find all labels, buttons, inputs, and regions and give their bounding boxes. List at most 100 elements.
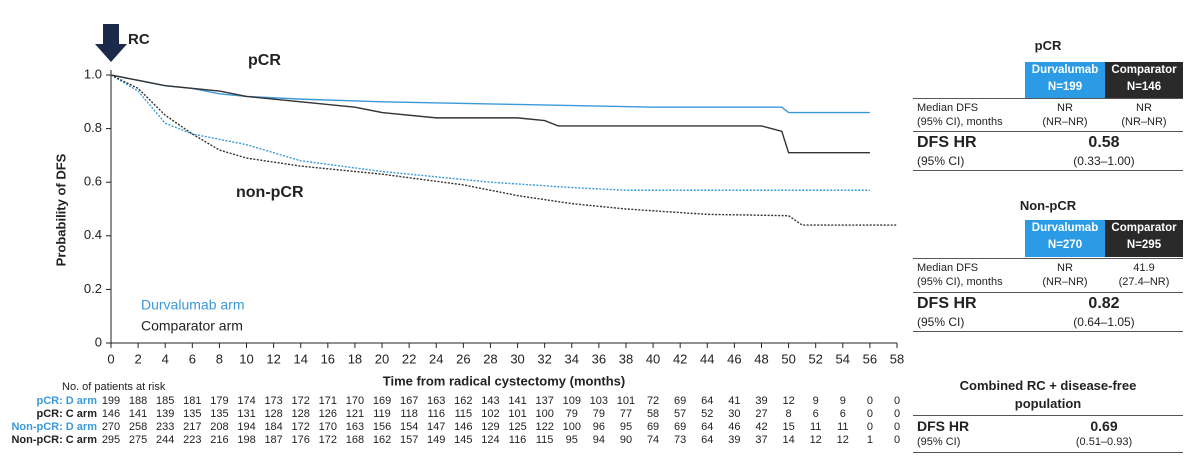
- at-risk-count: 184: [264, 421, 282, 433]
- hr-value: 0.82: [1088, 295, 1120, 312]
- at-risk-count: 27: [755, 408, 767, 420]
- col-text: Durvalumab: [1031, 64, 1099, 76]
- x-tick-label: 40: [646, 351, 660, 366]
- col-text: N=146: [1126, 81, 1162, 93]
- rule: [913, 331, 1183, 332]
- at-risk-count: 8: [786, 408, 792, 420]
- x-tick-label: 48: [754, 351, 768, 366]
- at-risk-count: 128: [264, 408, 282, 420]
- at-risk-count: 216: [210, 434, 228, 446]
- at-risk-count: 94: [593, 434, 605, 446]
- col-header: Durvalumab N=270: [1025, 220, 1105, 257]
- col-header: Comparator N=146: [1105, 62, 1183, 98]
- hr-value: 0.58: [1088, 134, 1120, 151]
- at-risk-count: 170: [346, 395, 364, 407]
- at-risk-count: 295: [102, 434, 120, 446]
- at-risk-count: 1: [867, 434, 873, 446]
- hr-label: DFS HR: [917, 295, 977, 312]
- km-curve: [110, 74, 870, 154]
- pcr-label: pCR: [248, 52, 281, 69]
- at-risk-count: 162: [373, 434, 391, 446]
- rule: [913, 292, 1183, 293]
- at-risk-count: 116: [427, 408, 445, 420]
- at-risk-count: 181: [183, 395, 201, 407]
- at-risk-count: 30: [728, 408, 740, 420]
- y-axis-title: Probability of DFS: [53, 153, 68, 266]
- x-tick-label: 54: [836, 351, 850, 366]
- km-curve: [110, 74, 870, 114]
- legend-entry: Comparator arm: [141, 318, 243, 334]
- x-tick-label: 58: [890, 351, 904, 366]
- at-risk-count: 145: [454, 434, 472, 446]
- at-risk-count: 163: [427, 395, 445, 407]
- at-risk-count: 0: [867, 421, 873, 433]
- col-text: N=270: [1047, 239, 1083, 251]
- x-tick-label: 36: [592, 351, 606, 366]
- at-risk-count: 12: [782, 395, 794, 407]
- at-risk-count: 0: [867, 395, 873, 407]
- col-text: N=199: [1047, 81, 1083, 93]
- at-risk-label: Non-pCR: D arm: [11, 421, 97, 433]
- at-risk-count: 52: [701, 408, 713, 420]
- at-risk-count: 176: [292, 434, 310, 446]
- at-risk-count: 79: [593, 408, 605, 420]
- at-risk-count: 100: [535, 408, 553, 420]
- rule: [913, 258, 1183, 259]
- at-risk-count: 72: [647, 395, 659, 407]
- y-tick-label: 0.4: [84, 227, 102, 242]
- rule: [913, 415, 1183, 416]
- x-tick-label: 14: [293, 351, 307, 366]
- at-risk-count: 244: [156, 434, 174, 446]
- at-risk-count: 128: [292, 408, 310, 420]
- x-tick-label: 2: [134, 351, 141, 366]
- rule: [913, 452, 1183, 453]
- x-tick-label: 22: [402, 351, 416, 366]
- x-tick-label: 50: [781, 351, 795, 366]
- at-risk-count: 147: [427, 421, 445, 433]
- at-risk-count: 39: [755, 395, 767, 407]
- at-risk-count: 141: [508, 395, 526, 407]
- at-risk-count: 146: [454, 421, 472, 433]
- rule: [913, 98, 1183, 99]
- t: (95% CI), months: [917, 116, 1003, 128]
- at-risk-label: Non-pCR: C arm: [11, 434, 97, 446]
- cell: NR (NR–NR): [1025, 261, 1105, 289]
- at-risk-count: 12: [837, 434, 849, 446]
- cell: NR (NR–NR): [1025, 101, 1105, 129]
- at-risk-count: 74: [647, 434, 659, 446]
- at-risk-count: 156: [373, 421, 391, 433]
- x-axis-title: Time from radical cystectomy (months): [383, 373, 626, 388]
- x-tick-label: 32: [537, 351, 551, 366]
- at-risk-count: 115: [455, 408, 473, 420]
- at-risk-count: 125: [508, 421, 526, 433]
- at-risk-count: 121: [346, 408, 364, 420]
- at-risk-count: 12: [810, 434, 822, 446]
- ci-value: (0.64–1.05): [1073, 315, 1135, 329]
- t: (NR–NR): [1121, 116, 1167, 128]
- at-risk-count: 169: [373, 395, 391, 407]
- at-risk-count: 131: [237, 408, 255, 420]
- at-risk-count: 100: [563, 421, 581, 433]
- at-risk-count: 172: [319, 434, 337, 446]
- x-tick-label: 46: [727, 351, 741, 366]
- at-risk-count: 64: [701, 434, 713, 446]
- ci-value: (0.33–1.00): [1073, 154, 1135, 168]
- x-tick-label: 24: [429, 351, 443, 366]
- at-risk-count: 141: [129, 408, 147, 420]
- panel-title: pCR: [1034, 38, 1062, 53]
- at-risk-count: 187: [264, 434, 282, 446]
- at-risk-count: 0: [894, 408, 900, 420]
- at-risk-count: 149: [427, 434, 445, 446]
- km-curve: [110, 74, 897, 226]
- at-risk-count: 270: [102, 421, 120, 433]
- x-tick-label: 34: [565, 351, 579, 366]
- at-risk-count: 126: [319, 408, 337, 420]
- at-risk-count: 135: [210, 408, 228, 420]
- y-tick-label: 1.0: [84, 66, 102, 81]
- at-risk-count: 139: [156, 408, 174, 420]
- at-risk-count: 46: [728, 421, 740, 433]
- at-risk-count: 146: [102, 408, 120, 420]
- at-risk-count: 217: [183, 421, 201, 433]
- at-risk-label: pCR: C arm: [36, 408, 97, 420]
